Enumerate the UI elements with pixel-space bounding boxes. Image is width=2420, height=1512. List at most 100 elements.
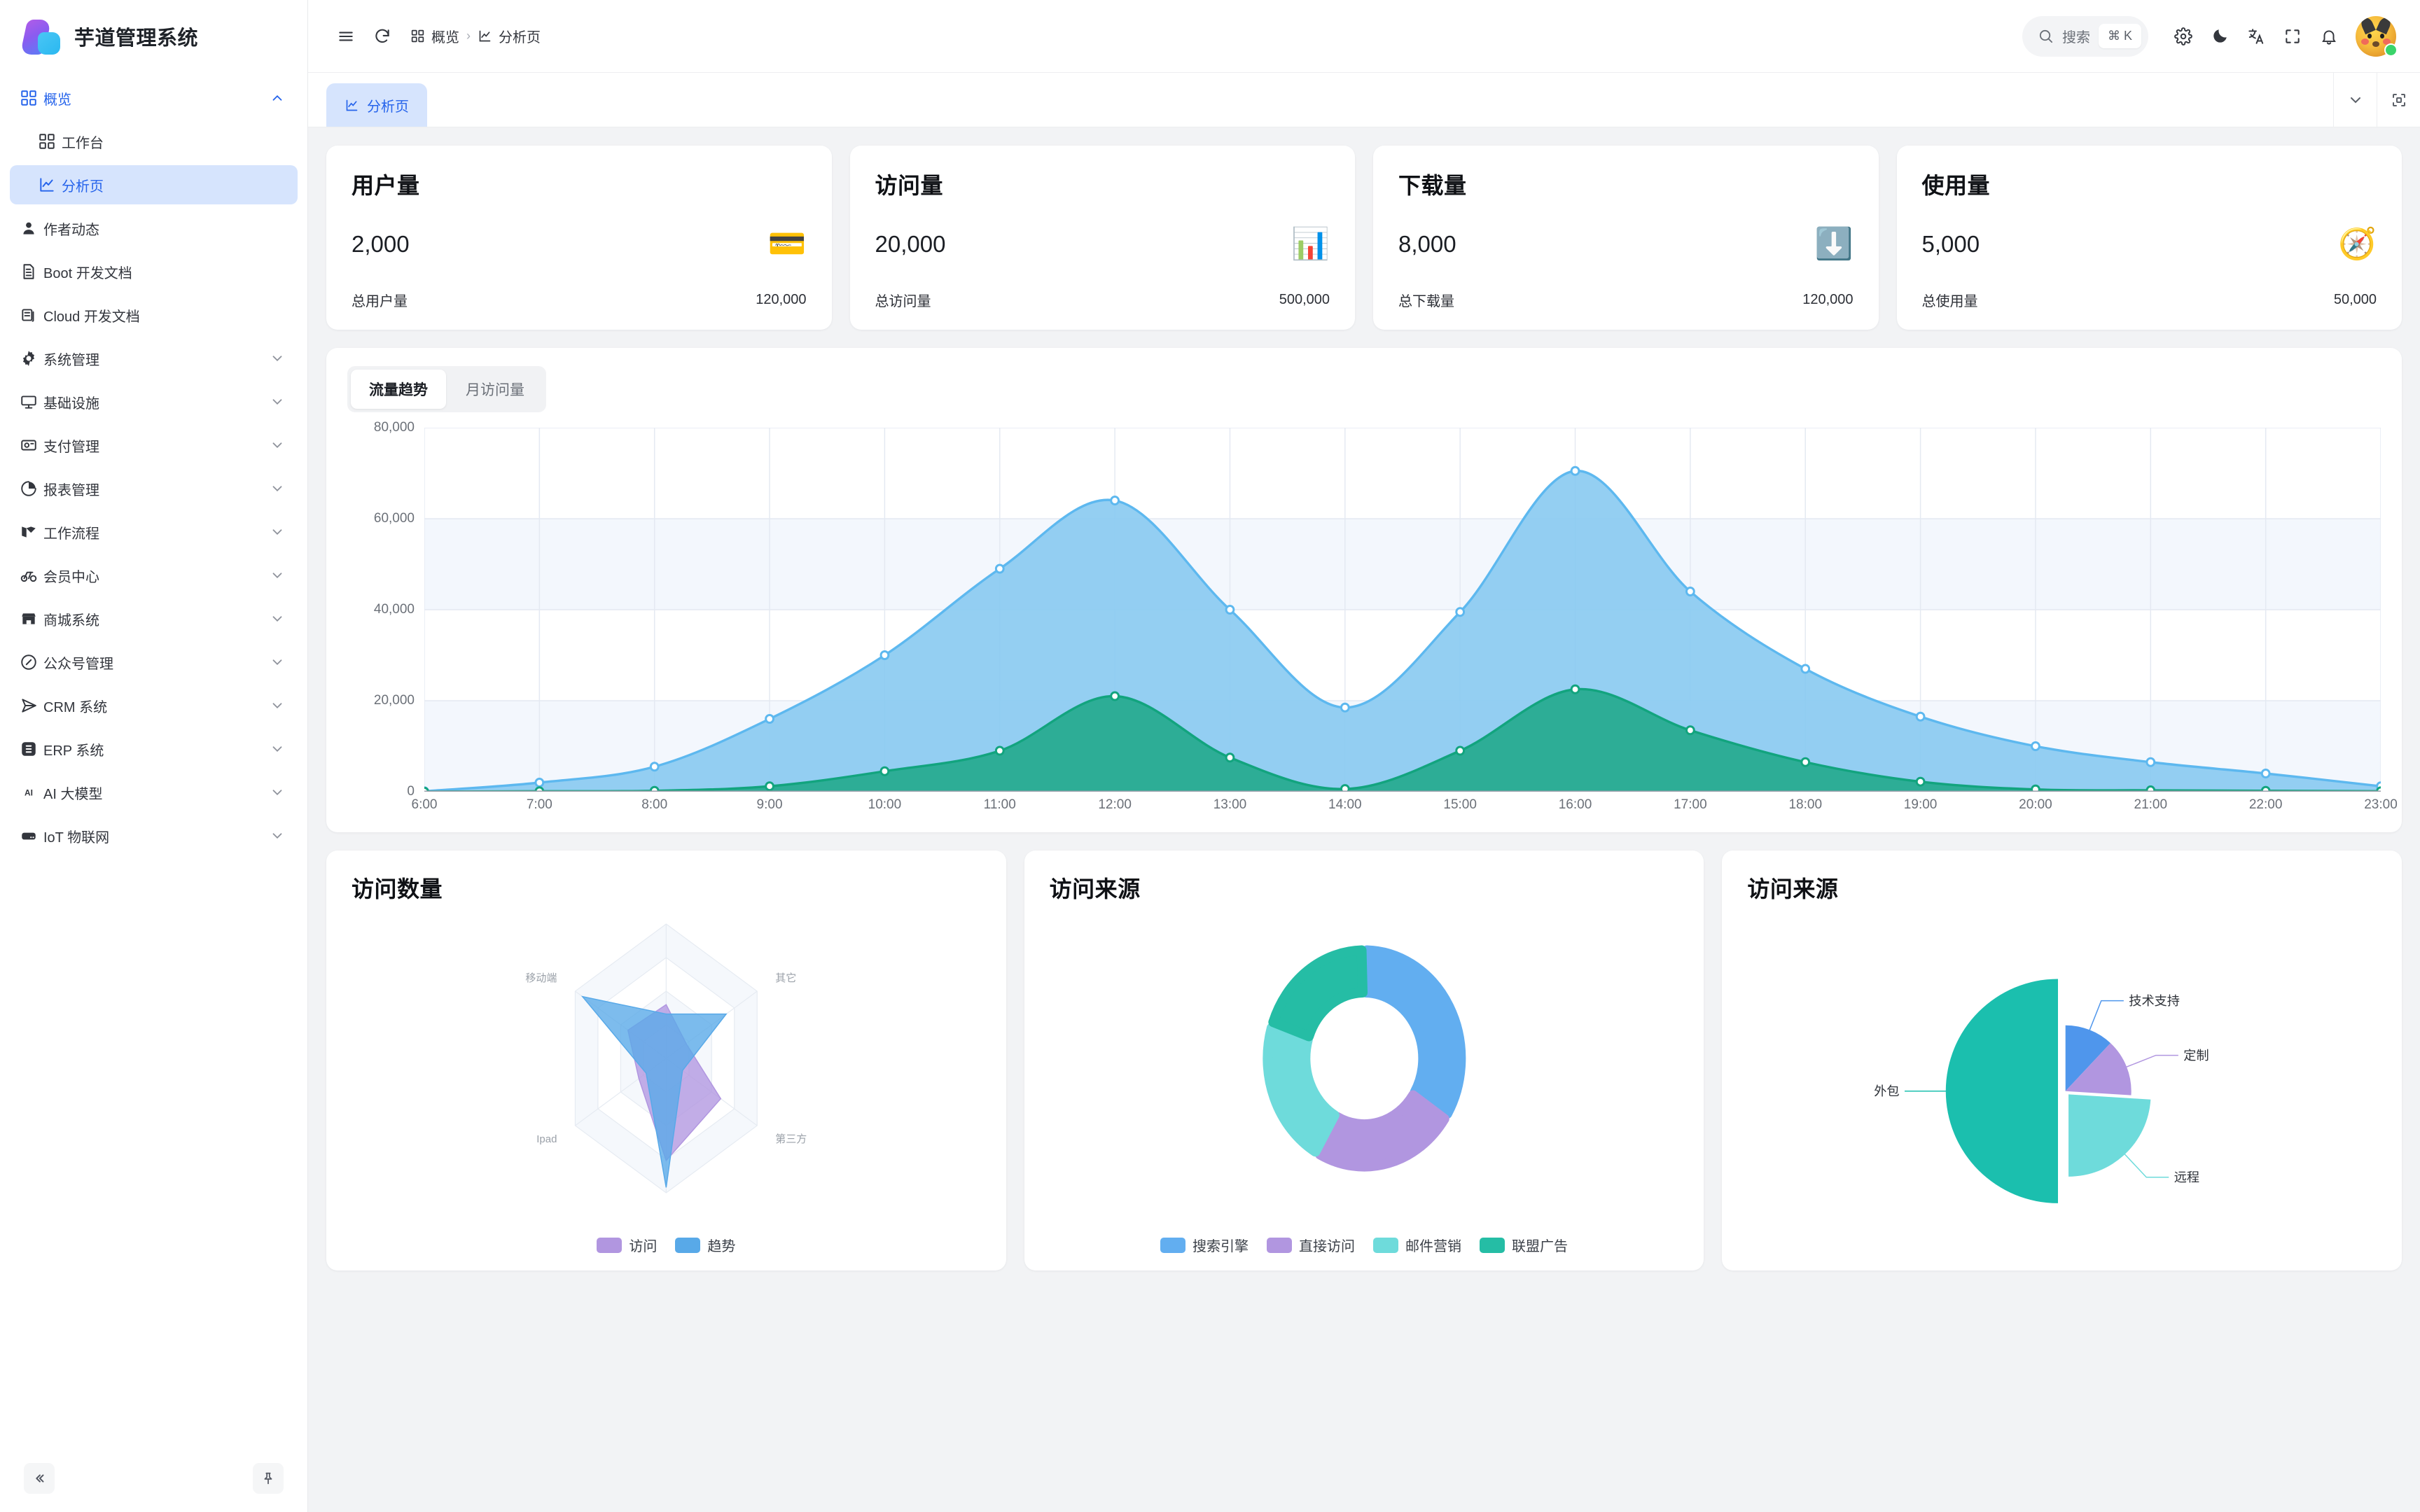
stat-card-row: 用户量 2,000 💳 总用户量 120,000 访问量 20,000 📊 总访问量 500,00… xyxy=(326,146,2402,330)
stat-value: 8,000 xyxy=(1398,231,1456,257)
stat-foot-value: 120,000 xyxy=(756,292,807,307)
legend-swatch xyxy=(1267,1237,1292,1253)
chevron-down-icon[interactable] xyxy=(270,654,285,670)
x-tick-label: 7:00 xyxy=(526,797,552,812)
collapse-sidebar-button[interactable] xyxy=(24,1463,55,1494)
visit-source-pie-card: 访问来源 技术支持 定制 远程 外包 xyxy=(1722,850,2402,1270)
sidebar-item-9[interactable]: 报表管理 xyxy=(10,469,298,508)
sidebar-item-label: 报表管理 xyxy=(43,482,99,498)
sidebar-item-15[interactable]: ERP 系统 xyxy=(10,729,298,769)
legend-label: 搜索引擎 xyxy=(1192,1239,1249,1254)
traffic-trend-card: 流量趋势 月访问量 0 20,000 40,000 60,000 80,000 6:00… xyxy=(326,348,2402,832)
segment-monthly-visits[interactable]: 月访问量 xyxy=(466,382,524,398)
sidebar-item-10[interactable]: 工作流程 xyxy=(10,512,298,552)
sidebar-menu: 概览工作台分析页作者动态 Boot 开发文档 Cloud 开发文档 系统管理基础设施支… xyxy=(0,73,307,1445)
sidebar-item-12[interactable]: 商城系统 xyxy=(10,599,298,638)
stat-icon: ⬇️ xyxy=(1814,227,1854,261)
sidebar-item-2[interactable]: 分析页 xyxy=(10,165,298,204)
sidebar-item-14[interactable]: CRM 系统 xyxy=(10,686,298,725)
sidebar: 芋道管理系统 概览工作台分析页作者动态 Boot 开发文档 Cloud 开发文档 系统… xyxy=(0,0,308,1512)
sidebar-item-16[interactable]: AI AI 大模型 xyxy=(10,773,298,812)
legend-item-0[interactable]: 搜索引擎 xyxy=(1160,1235,1249,1255)
svg-text:远程: 远程 xyxy=(2174,1170,2199,1184)
erp-icon xyxy=(20,740,43,758)
svg-text:第三方: 第三方 xyxy=(775,1133,807,1145)
tab-analysis[interactable]: 分析页 xyxy=(326,83,427,127)
chevron-up-icon[interactable] xyxy=(270,90,285,106)
sidebar-item-13[interactable]: 公众号管理 xyxy=(10,643,298,682)
chevron-down-icon[interactable] xyxy=(270,481,285,496)
top-bar: 概览 › 分析页 搜索 ⌘ K xyxy=(308,0,2420,73)
legend-item-2[interactable]: 邮件营销 xyxy=(1373,1235,1461,1255)
sidebar-item-0[interactable]: 概览 xyxy=(10,78,298,118)
chevron-down-icon[interactable] xyxy=(270,785,285,800)
translate-icon[interactable] xyxy=(2238,18,2274,55)
segment-traffic-trend[interactable]: 流量趋势 xyxy=(351,370,446,409)
sidebar-item-8[interactable]: 支付管理 xyxy=(10,426,298,465)
chevron-down-icon[interactable] xyxy=(270,741,285,757)
bell-icon[interactable] xyxy=(2311,18,2347,55)
expand-icon[interactable] xyxy=(2377,73,2420,127)
gear-icon[interactable] xyxy=(2165,18,2202,55)
x-tick-label: 12:00 xyxy=(1098,797,1132,812)
send-icon xyxy=(20,696,43,715)
gear-icon xyxy=(20,349,43,368)
card-title: 访问数量 xyxy=(352,876,443,902)
server-icon xyxy=(20,827,43,845)
search-placeholder: 搜索 xyxy=(2061,30,2090,46)
chevron-down-icon[interactable] xyxy=(2333,73,2377,127)
legend-swatch xyxy=(1160,1237,1185,1253)
search-input[interactable]: 搜索 ⌘ K xyxy=(2022,15,2148,57)
app-logo-row[interactable]: 芋道管理系统 xyxy=(0,0,307,73)
sidebar-item-5[interactable]: Cloud 开发文档 xyxy=(10,295,298,335)
sidebar-item-6[interactable]: 系统管理 xyxy=(10,339,298,378)
sidebar-item-3[interactable]: 作者动态 xyxy=(10,209,298,248)
chevron-down-icon[interactable] xyxy=(270,698,285,713)
breadcrumb-item-overview[interactable]: 概览 xyxy=(410,26,459,46)
legend-item-0[interactable]: 访问 xyxy=(597,1235,657,1255)
user-icon xyxy=(20,219,43,237)
sidebar-item-7[interactable]: 基础设施 xyxy=(10,382,298,421)
visit-count-card: 访问数量 网页其它第三方客户端Ipad移动端 访问 趋势 xyxy=(326,850,1006,1270)
x-tick-label: 15:00 xyxy=(1443,797,1477,812)
svg-text:定制: 定制 xyxy=(2184,1049,2209,1063)
x-tick-label: 23:00 xyxy=(2364,797,2398,812)
chevron-down-icon[interactable] xyxy=(270,568,285,583)
moon-icon[interactable] xyxy=(2202,18,2238,55)
chevron-down-icon[interactable] xyxy=(270,394,285,410)
legend-item-1[interactable]: 直接访问 xyxy=(1267,1235,1355,1255)
legend-swatch xyxy=(1480,1237,1505,1253)
docs-icon xyxy=(20,306,43,324)
stat-title: 使用量 xyxy=(1921,173,1991,198)
radar-chart: 网页其它第三方客户端Ipad移动端 xyxy=(525,923,807,1194)
hamburger-icon[interactable] xyxy=(328,18,364,55)
sidebar-item-4[interactable]: Boot 开发文档 xyxy=(10,252,298,291)
stat-foot-label: 总用户量 xyxy=(352,294,408,309)
pin-icon[interactable] xyxy=(253,1463,284,1494)
sidebar-item-label: 作者动态 xyxy=(43,222,99,238)
avatar[interactable] xyxy=(2356,15,2398,57)
app-title: 芋道管理系统 xyxy=(74,27,199,50)
stat-icon: 💳 xyxy=(767,227,807,261)
sidebar-item-17[interactable]: IoT 物联网 xyxy=(10,816,298,855)
chevron-down-icon[interactable] xyxy=(270,611,285,626)
area-chart-svg xyxy=(424,428,2381,792)
sidebar-item-label: 工作台 xyxy=(62,135,104,151)
chevron-down-icon[interactable] xyxy=(270,828,285,844)
fullscreen-icon[interactable] xyxy=(2274,18,2311,55)
svg-text:其它: 其它 xyxy=(775,972,796,984)
legend-item-1[interactable]: 趋势 xyxy=(675,1235,735,1255)
chevron-down-icon[interactable] xyxy=(270,438,285,453)
visit-source-donut-card: 访问来源 搜索引擎 直接访问 邮件营销 联盟广告 xyxy=(1024,850,1704,1270)
sidebar-item-11[interactable]: 会员中心 xyxy=(10,556,298,595)
chevron-down-icon[interactable] xyxy=(270,524,285,540)
legend-item-3[interactable]: 联盟广告 xyxy=(1480,1235,1568,1255)
refresh-icon[interactable] xyxy=(364,18,401,55)
donut-chart xyxy=(1263,945,1466,1172)
sidebar-item-1[interactable]: 工作台 xyxy=(10,122,298,161)
chart-icon xyxy=(38,176,62,194)
sidebar-item-label: Boot 开发文档 xyxy=(43,265,132,281)
bike-icon xyxy=(20,566,43,584)
breadcrumb-item-analysis[interactable]: 分析页 xyxy=(478,26,541,46)
chevron-down-icon[interactable] xyxy=(270,351,285,366)
